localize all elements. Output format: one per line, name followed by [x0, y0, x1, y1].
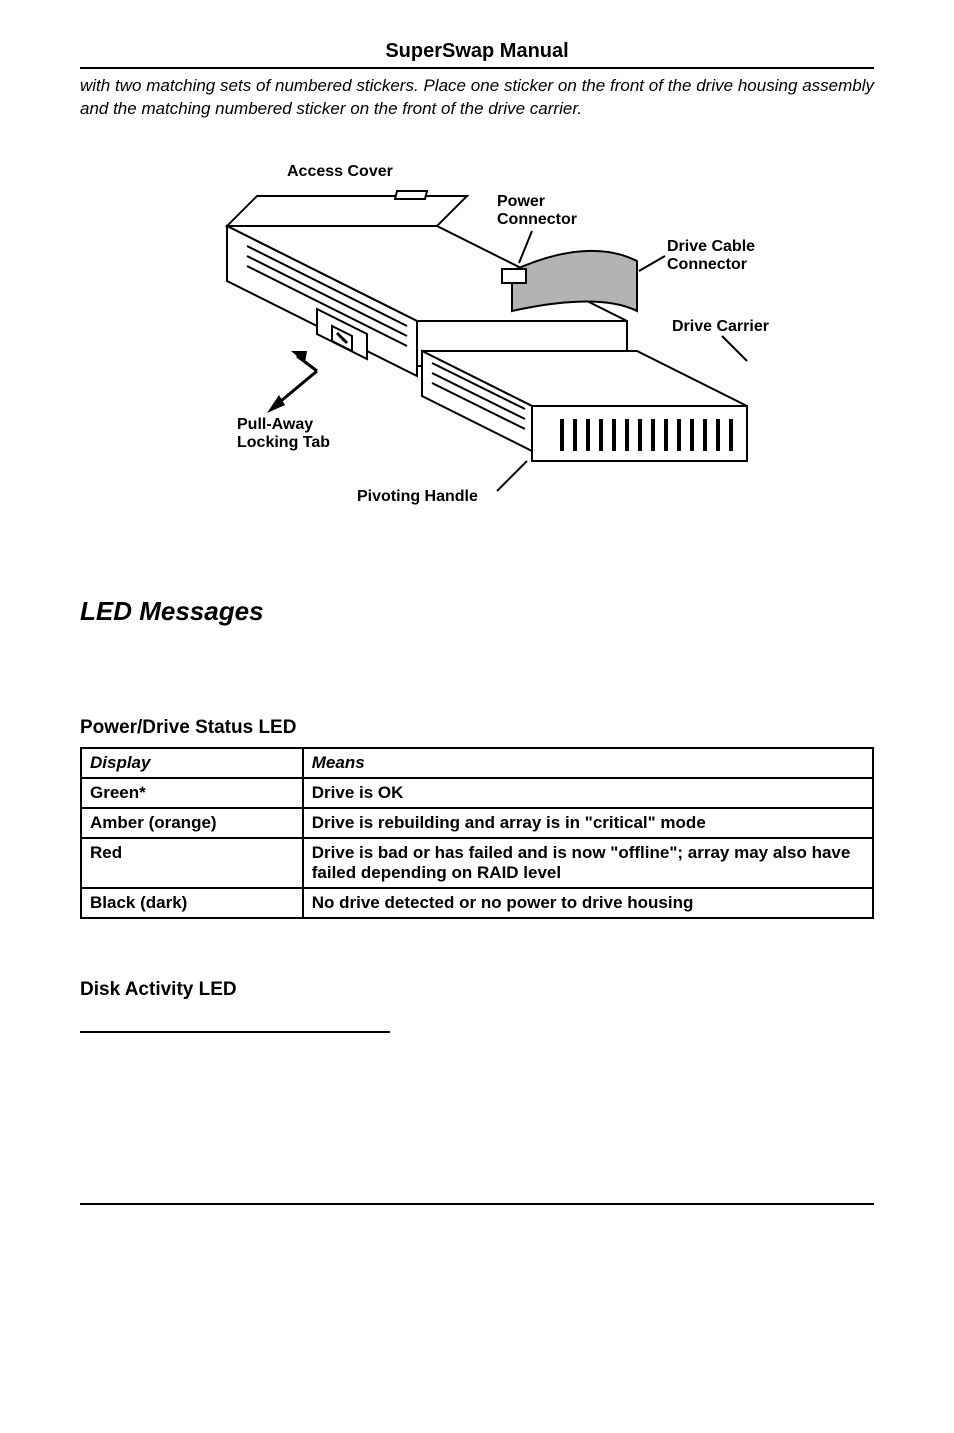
label-drive-cable-2: Connector: [667, 256, 747, 273]
cell-means: Drive is bad or has failed and is now "o…: [303, 838, 873, 888]
pull-away-arrow: [267, 351, 317, 413]
led-messages-heading: LED Messages: [80, 596, 874, 627]
short-rule: [80, 1031, 390, 1033]
label-pull-away-1: Pull-Away: [237, 416, 313, 433]
drive-diagram-svg: Access Cover: [167, 151, 787, 531]
cell-means: Drive is OK: [303, 778, 873, 808]
label-pull-away-2: Locking Tab: [237, 434, 330, 451]
cell-means: No drive detected or no power to drive h…: [303, 888, 873, 918]
cell-display: Green*: [81, 778, 303, 808]
drive-carrier-shape: [422, 351, 747, 461]
disk-activity-heading: Disk Activity LED: [80, 979, 874, 1001]
col-header-means: Means: [303, 748, 873, 778]
power-status-table: Display Means Green* Drive is OK Amber (…: [80, 747, 874, 919]
col-header-display: Display: [81, 748, 303, 778]
label-drive-cable-1: Drive Cable: [667, 238, 755, 255]
access-cover-shape: [227, 191, 467, 226]
table-row: Red Drive is bad or has failed and is no…: [81, 838, 873, 888]
drive-diagram: Access Cover: [167, 151, 787, 536]
label-power-connector-1: Power: [497, 193, 545, 210]
title-rule: [80, 67, 874, 69]
cell-means: Drive is rebuilding and array is in "cri…: [303, 808, 873, 838]
power-cable: [502, 231, 637, 311]
table-row: Black (dark) No drive detected or no pow…: [81, 888, 873, 918]
power-status-heading: Power/Drive Status LED: [80, 717, 874, 739]
table-row: Green* Drive is OK: [81, 778, 873, 808]
label-drive-carrier: Drive Carrier: [672, 318, 769, 335]
intro-paragraph: with two matching sets of numbered stick…: [80, 75, 874, 121]
label-access-cover: Access Cover: [287, 163, 393, 180]
page-title: SuperSwap Manual: [80, 40, 874, 63]
footer-rule: [80, 1203, 874, 1205]
cell-display: Black (dark): [81, 888, 303, 918]
label-pivoting-handle: Pivoting Handle: [357, 488, 478, 505]
label-power-connector-2: Connector: [497, 211, 577, 228]
cell-display: Amber (orange): [81, 808, 303, 838]
table-row: Amber (orange) Drive is rebuilding and a…: [81, 808, 873, 838]
table-row: Display Means: [81, 748, 873, 778]
cell-display: Red: [81, 838, 303, 888]
